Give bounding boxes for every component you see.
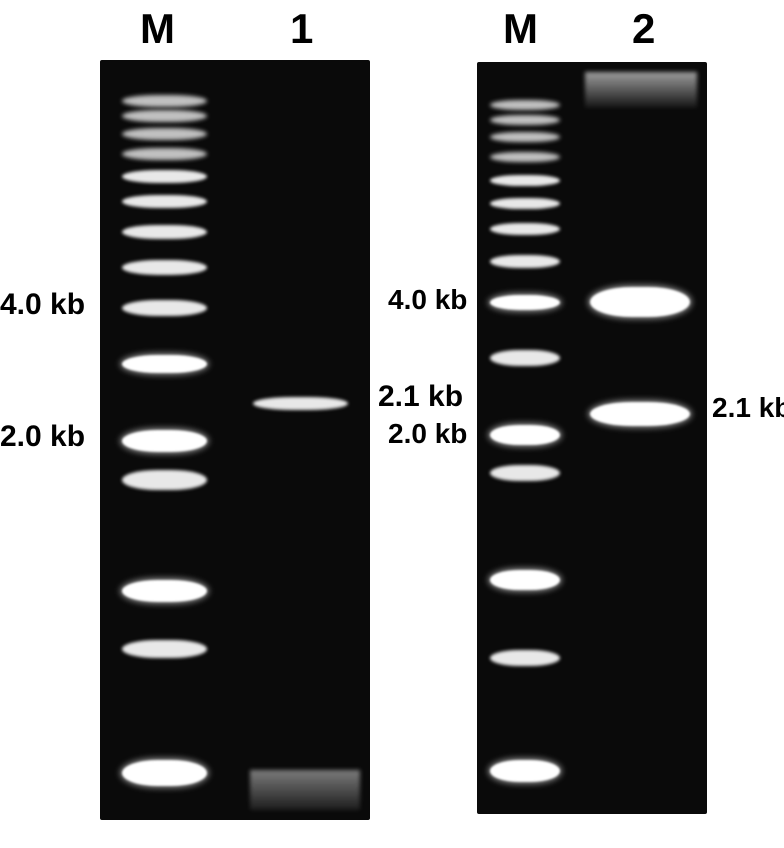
ladder-band bbox=[490, 198, 560, 209]
ladder-band bbox=[122, 110, 207, 122]
lane-header-1: 1 bbox=[290, 5, 313, 53]
ladder-band bbox=[490, 175, 560, 186]
sample-band-upper-lane2 bbox=[590, 287, 690, 317]
lane-header-2: 2 bbox=[632, 5, 655, 53]
size-label-2kb-left: 2.0 kb bbox=[0, 420, 85, 454]
sample-band-2.1kb-lane2 bbox=[590, 402, 690, 426]
ladder-band-2kb bbox=[490, 425, 560, 445]
ladder-band bbox=[490, 760, 560, 782]
gel-left bbox=[100, 60, 370, 820]
size-label-2.1kb-lane2: 2.1 kb bbox=[712, 392, 784, 424]
ladder-band bbox=[122, 355, 207, 373]
ladder-band bbox=[490, 132, 560, 142]
ladder-band bbox=[122, 470, 207, 490]
ladder-band bbox=[122, 128, 207, 140]
gel-right bbox=[477, 62, 707, 814]
ladder-band bbox=[490, 255, 560, 268]
ladder-band bbox=[490, 465, 560, 481]
ladder-band bbox=[490, 115, 560, 125]
ladder-band bbox=[122, 760, 207, 786]
ladder-band bbox=[122, 580, 207, 602]
ladder-band-2kb bbox=[122, 430, 207, 452]
ladder-band bbox=[122, 260, 207, 275]
ladder-band bbox=[122, 225, 207, 239]
ladder-band bbox=[490, 650, 560, 666]
size-label-2kb-right: 2.0 kb bbox=[388, 418, 467, 450]
ladder-band bbox=[122, 170, 207, 183]
size-label-4kb-right: 4.0 kb bbox=[388, 284, 467, 316]
ladder-band bbox=[122, 148, 207, 160]
ladder-band bbox=[122, 195, 207, 208]
ladder-band bbox=[490, 152, 560, 162]
ladder-band bbox=[122, 640, 207, 658]
well-smear-lane1 bbox=[250, 770, 360, 810]
size-label-2.1kb-lane1: 2.1 kb bbox=[378, 380, 463, 414]
ladder-band bbox=[490, 570, 560, 590]
ladder-band-4kb bbox=[490, 295, 560, 310]
sample-band-2.1kb-lane1 bbox=[253, 397, 348, 410]
well-smear-lane2 bbox=[585, 72, 697, 108]
lane-header-M-right: M bbox=[503, 5, 538, 53]
ladder-band bbox=[122, 95, 207, 107]
ladder-band bbox=[490, 223, 560, 235]
ladder-band bbox=[490, 350, 560, 366]
ladder-band-4kb bbox=[122, 300, 207, 316]
lane-header-M-left: M bbox=[140, 5, 175, 53]
gel-electrophoresis-figure: M 1 M 2 bbox=[0, 0, 784, 848]
size-label-4kb-left: 4.0 kb bbox=[0, 288, 85, 322]
ladder-band bbox=[490, 100, 560, 110]
